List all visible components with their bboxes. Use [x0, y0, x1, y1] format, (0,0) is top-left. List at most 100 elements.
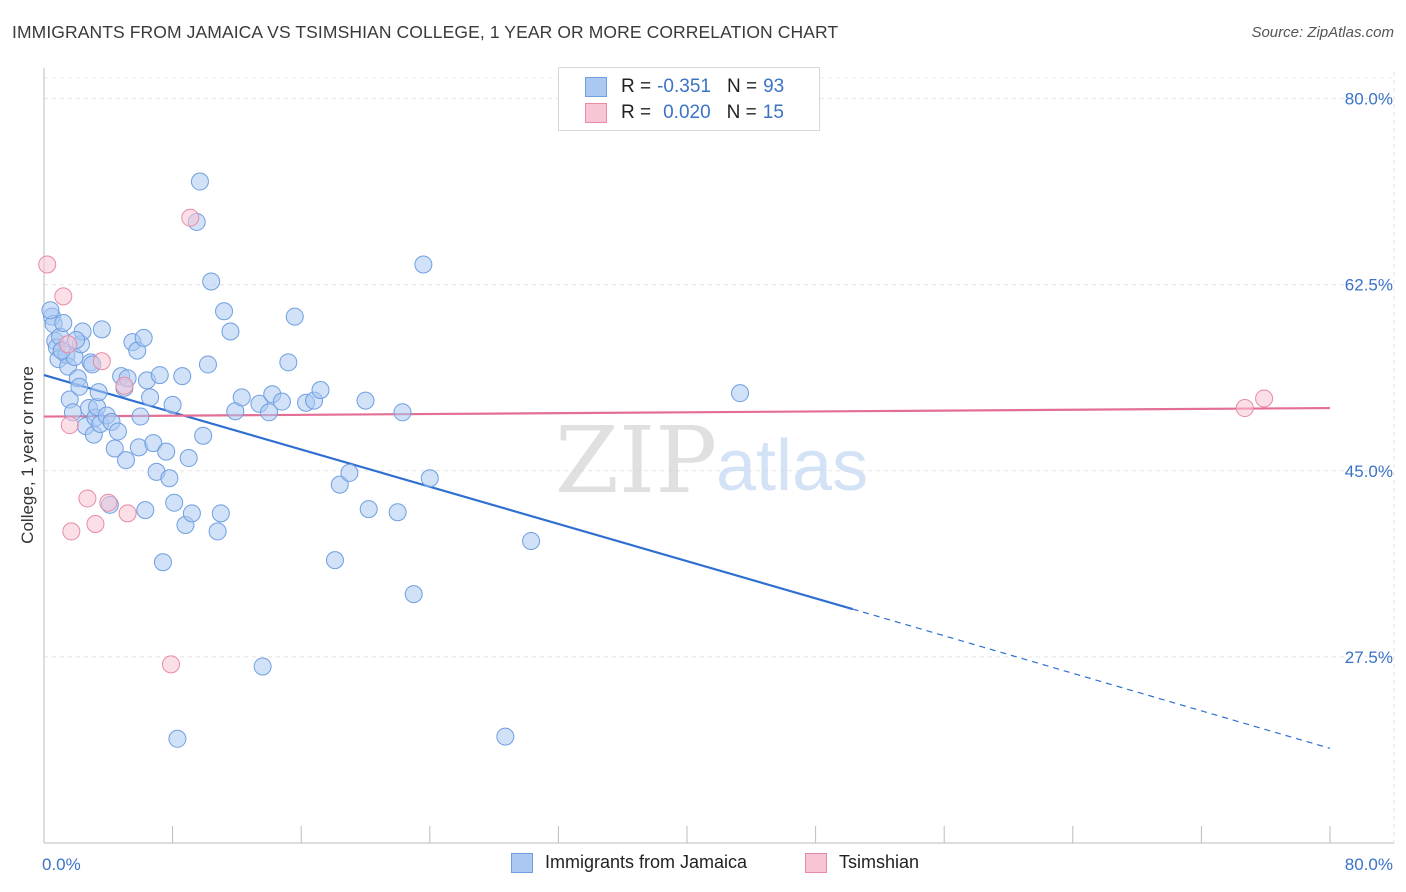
legend-n-value: 15 [762, 102, 784, 123]
point-jamaica [279, 353, 298, 372]
legend-r-label: R = [621, 102, 652, 123]
point-jamaica [496, 727, 515, 746]
legend-n-value: 93 [763, 76, 785, 97]
point-jamaica [208, 522, 227, 541]
point-tsimshian [115, 376, 134, 395]
point-jamaica [173, 367, 192, 386]
legend-n-label: N = [726, 76, 758, 97]
point-jamaica [420, 469, 439, 488]
series-legend-jamaica: Immigrants from Jamaica [511, 852, 747, 873]
point-jamaica [232, 388, 251, 407]
point-jamaica [198, 355, 217, 374]
point-tsimshian [1235, 399, 1254, 418]
point-tsimshian [59, 335, 78, 354]
point-jamaica [54, 313, 73, 332]
point-tsimshian [92, 352, 111, 371]
point-jamaica [311, 380, 330, 399]
point-jamaica [41, 301, 60, 320]
x-tick-labels: 0.0% 80.0% [42, 855, 1393, 874]
y-tick-label: 80.0% [1345, 90, 1393, 109]
point-jamaica [141, 388, 160, 407]
point-jamaica [157, 442, 176, 461]
point-jamaica [179, 449, 198, 468]
point-jamaica [330, 475, 349, 494]
point-jamaica [190, 172, 209, 191]
point-jamaica [731, 384, 750, 403]
legend-row-tsimshian: R = 0.020 N = 15 [585, 100, 800, 126]
trend-extension-jamaica [852, 608, 1331, 749]
point-jamaica [272, 392, 291, 411]
point-jamaica [136, 501, 155, 520]
point-jamaica [108, 422, 127, 441]
x-tick-label-max: 80.0% [1345, 855, 1393, 874]
point-jamaica [285, 307, 304, 326]
series-legend-tsimshian: Tsimshian [805, 852, 919, 873]
watermark-zip: ZIP [555, 407, 717, 514]
point-jamaica [522, 531, 541, 550]
point-jamaica [165, 493, 184, 512]
point-tsimshian [161, 655, 180, 674]
point-tsimshian [86, 514, 105, 533]
series-label-jamaica: Immigrants from Jamaica [545, 852, 748, 872]
point-tsimshian [1255, 389, 1274, 408]
watermark: ZIP atlas [555, 407, 868, 514]
trend-line-jamaica [43, 374, 853, 611]
point-jamaica [160, 469, 179, 488]
point-jamaica [356, 391, 375, 410]
point-jamaica [89, 383, 108, 402]
point-tsimshian [118, 504, 137, 523]
point-jamaica [134, 328, 153, 347]
point-jamaica [168, 729, 187, 748]
point-jamaica [215, 302, 234, 321]
point-jamaica [131, 407, 150, 426]
point-tsimshian [54, 287, 73, 306]
y-tick-label: 62.5% [1345, 276, 1393, 295]
point-jamaica [194, 426, 213, 445]
point-jamaica [70, 377, 89, 396]
y-axis-label: College, 1 year or more [18, 366, 37, 544]
legend-r-value: 0.020 [663, 102, 711, 123]
watermark-atlas: atlas [716, 426, 868, 506]
point-jamaica [260, 403, 279, 422]
point-tsimshian [60, 416, 79, 435]
point-jamaica [153, 553, 172, 572]
legend-n-label: N = [726, 102, 757, 123]
point-jamaica [388, 503, 407, 522]
y-tick-label: 27.5% [1345, 648, 1393, 667]
trend-lines [43, 374, 1331, 749]
point-jamaica [359, 500, 378, 519]
point-jamaica [221, 322, 240, 341]
point-jamaica [144, 434, 163, 453]
series-swatch-jamaica [511, 852, 533, 873]
legend-r-label: R = [621, 76, 652, 97]
point-jamaica [414, 255, 433, 274]
source-label: Source: ZipAtlas.com [1251, 24, 1394, 41]
point-jamaica [92, 320, 111, 339]
trend-line-tsimshian [43, 406, 1331, 418]
point-jamaica [116, 451, 135, 470]
point-jamaica [404, 585, 423, 604]
point-jamaica [163, 395, 182, 414]
point-jamaica [325, 551, 344, 570]
legend-swatch-jamaica [585, 77, 607, 97]
point-jamaica [105, 439, 124, 458]
point-tsimshian [78, 489, 97, 508]
series-legend: Immigrants from Jamaica Tsimshian [0, 852, 1406, 878]
point-jamaica [202, 272, 221, 291]
point-jamaica [182, 504, 201, 523]
y-tick-label: 45.0% [1345, 462, 1393, 481]
point-jamaica [211, 504, 230, 523]
legend-row-jamaica: R = -0.351 N = 93 [585, 74, 800, 100]
axes [43, 68, 1394, 844]
y-tick-labels: 27.5% 45.0% 62.5% 80.0% [1345, 90, 1393, 667]
chart-title: IMMIGRANTS FROM JAMAICA VS TSIMSHIAN COL… [12, 22, 839, 42]
point-tsimshian [181, 208, 200, 227]
point-jamaica [253, 657, 272, 676]
point-tsimshian [99, 493, 118, 512]
legend-r-value: -0.351 [657, 76, 711, 97]
series-label-tsimshian: Tsimshian [839, 852, 920, 872]
series-swatch-tsimshian [805, 852, 827, 873]
stats-legend: R = -0.351 N = 93 R = 0.020 N = 15 [558, 67, 820, 131]
point-jamaica [393, 403, 412, 422]
